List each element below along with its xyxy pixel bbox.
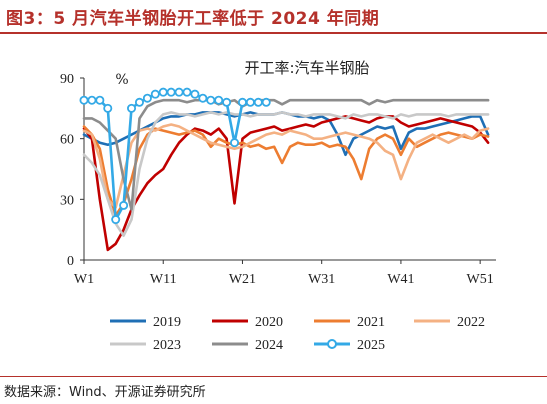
series-line-2024 xyxy=(82,98,490,211)
line-chart: 0 30 60 90 W1 W11 W21 W31 W41 W51 开工率:汽车半钢胎 % 201… xyxy=(60,59,496,353)
x-tick-label: W1 xyxy=(74,272,94,287)
series-point-2025 xyxy=(111,215,121,225)
series-point-2025 xyxy=(119,200,129,210)
series-point-2025 xyxy=(127,103,137,113)
series-point-2025 xyxy=(134,97,144,107)
chart-title: 开工率:汽车半钢胎 xyxy=(244,59,369,77)
bottom-rule xyxy=(0,376,547,377)
x-tick-label: W21 xyxy=(229,272,256,287)
series-point-2025 xyxy=(174,87,184,97)
legend-label-2022: 2022 xyxy=(457,315,485,330)
series-point-2025 xyxy=(166,87,176,97)
series-point-2025 xyxy=(87,95,97,105)
series-point-2025 xyxy=(214,95,224,105)
series-point-2025 xyxy=(206,95,216,105)
series-point-2025 xyxy=(79,95,89,105)
legend-label-2023: 2023 xyxy=(153,338,181,353)
legend-marker-2025 xyxy=(327,339,337,349)
series-point-2025 xyxy=(103,103,113,113)
x-tick-label: W11 xyxy=(150,272,177,287)
series-point-2025 xyxy=(190,89,200,99)
y-tick-label: 60 xyxy=(60,133,74,148)
legend-label-2021: 2021 xyxy=(357,315,385,330)
figure-title: 图3：5 月汽车半钢胎开工率低于 2024 年同期 xyxy=(6,9,380,29)
series-point-2025 xyxy=(95,95,105,105)
title-rule xyxy=(0,32,547,34)
series-line-2020 xyxy=(82,115,490,252)
series-point-2025 xyxy=(245,97,255,107)
series-point-2025 xyxy=(261,97,271,107)
y-tick-label: 90 xyxy=(60,72,74,87)
legend: 2019 2020 2021 2022 2023 2024 2025 xyxy=(110,315,485,353)
series-point-2025 xyxy=(198,93,208,103)
series-point-2025 xyxy=(237,97,247,107)
series-line-2023 xyxy=(82,111,490,237)
x-tick-label: W51 xyxy=(467,272,494,287)
source-note: 数据来源：Wind、开源证券研究所 xyxy=(4,385,206,400)
series-point-2025 xyxy=(182,87,192,97)
series-point-2025 xyxy=(222,97,232,107)
x-tick-label: W31 xyxy=(308,272,335,287)
series-line-2021 xyxy=(82,125,490,217)
legend-label-2025: 2025 xyxy=(357,338,385,353)
y-axis-unit-label: % xyxy=(115,72,128,88)
series-point-2025 xyxy=(253,97,263,107)
series-point-2025 xyxy=(230,138,240,148)
x-tick-label: W41 xyxy=(387,272,414,287)
y-tick-label: 0 xyxy=(67,254,74,269)
series-layer xyxy=(79,87,490,252)
series-point-2025 xyxy=(142,93,152,103)
legend-label-2024: 2024 xyxy=(255,338,283,353)
series-point-2025 xyxy=(150,89,160,99)
series-point-2025 xyxy=(158,87,168,97)
legend-label-2020: 2020 xyxy=(255,315,283,330)
axes: 0 30 60 90 W1 W11 W21 W31 W41 W51 xyxy=(60,72,496,287)
legend-label-2019: 2019 xyxy=(153,315,181,330)
y-tick-label: 30 xyxy=(60,193,74,208)
